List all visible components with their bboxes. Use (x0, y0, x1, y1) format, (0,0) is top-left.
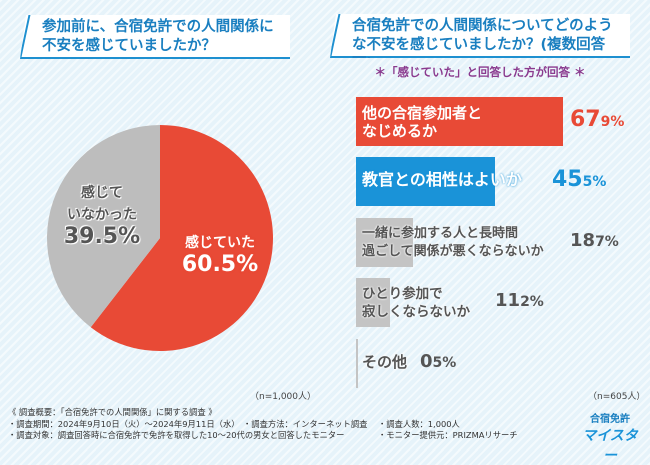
right-sample-size: （n=605人） (588, 392, 646, 402)
bar-value-0: 679% (570, 107, 625, 132)
pie-value-felt: 60.5% (181, 252, 259, 277)
footer-count: ・調査人数：1,000人 (378, 418, 460, 429)
logo-line2: マイスター (582, 428, 638, 464)
bar-label-3: ひとり参加で 寂しくならないか (362, 286, 470, 320)
bar-value-4: 05% (420, 351, 457, 372)
bar-value-1: 455% (552, 167, 607, 192)
pie-label-felt: 感じていた 60.5% (170, 232, 270, 276)
bar-3 (356, 278, 391, 327)
bar-4 (356, 339, 358, 388)
pie-chart (47, 125, 273, 351)
right-question-title: 合宿免許での人間関係についてどのような不安を感じていましたか？(複数回答可) (330, 14, 630, 58)
pie-slice-0 (90, 125, 273, 351)
bar-1 (356, 157, 495, 206)
bar-label-1: 教官との相性はよいか (362, 170, 522, 189)
footer-period: ・調査期間：2024年9月10日（火）～2024年9月11日（水） (8, 418, 240, 429)
left-sample-size: （n=1,000人） (250, 392, 317, 402)
footer-target: ・調査対象：調査回答時に合宿免許で免許を取得した10～20代の男女と回答したモニ… (8, 430, 345, 440)
respondent-note: ＊「感じていた」と回答した方が回答 ＊ (374, 65, 586, 79)
footer-method: ・調査方法：インターネット調査 (243, 418, 368, 429)
pie-slice-1 (47, 125, 160, 328)
bar-2 (356, 218, 414, 267)
bar-0 (356, 97, 564, 146)
bar-value-2: 187% (570, 230, 619, 251)
bar-label-4: その他 (362, 353, 408, 371)
survey-footer: 《 調査概要：「合宿免許での人間関係」に関する調査 》 ・調査期間：2024年9… (8, 407, 518, 442)
pie-label-not-felt: 感じて いなかった 39.5% (62, 182, 142, 248)
bar-label-2: 一緒に参加する人と長時間 過ごして関係が悪くならないか (362, 226, 544, 259)
pie-label-not-felt-text: 感じて いなかった (67, 185, 137, 223)
bar-label-0: 他の合宿参加者と なじめるか (362, 104, 483, 140)
footer-overview: 《 調査概要：「合宿免許での人間関係」に関する調査 》 (8, 407, 217, 417)
logo: 合宿免許 マイスター (578, 410, 642, 465)
pie-label-felt-text: 感じていた (185, 235, 255, 251)
bar-value-3: 112% (495, 290, 544, 311)
footer-provider: ・モニター提供元：PRIZMAリサーチ (378, 430, 518, 440)
logo-line1: 合宿免許 (590, 414, 630, 425)
pie-value-not-felt: 39.5% (63, 224, 141, 249)
left-question-title: 参加前に、合宿免許での人間関係に不安を感じていましたか？ (20, 15, 290, 59)
